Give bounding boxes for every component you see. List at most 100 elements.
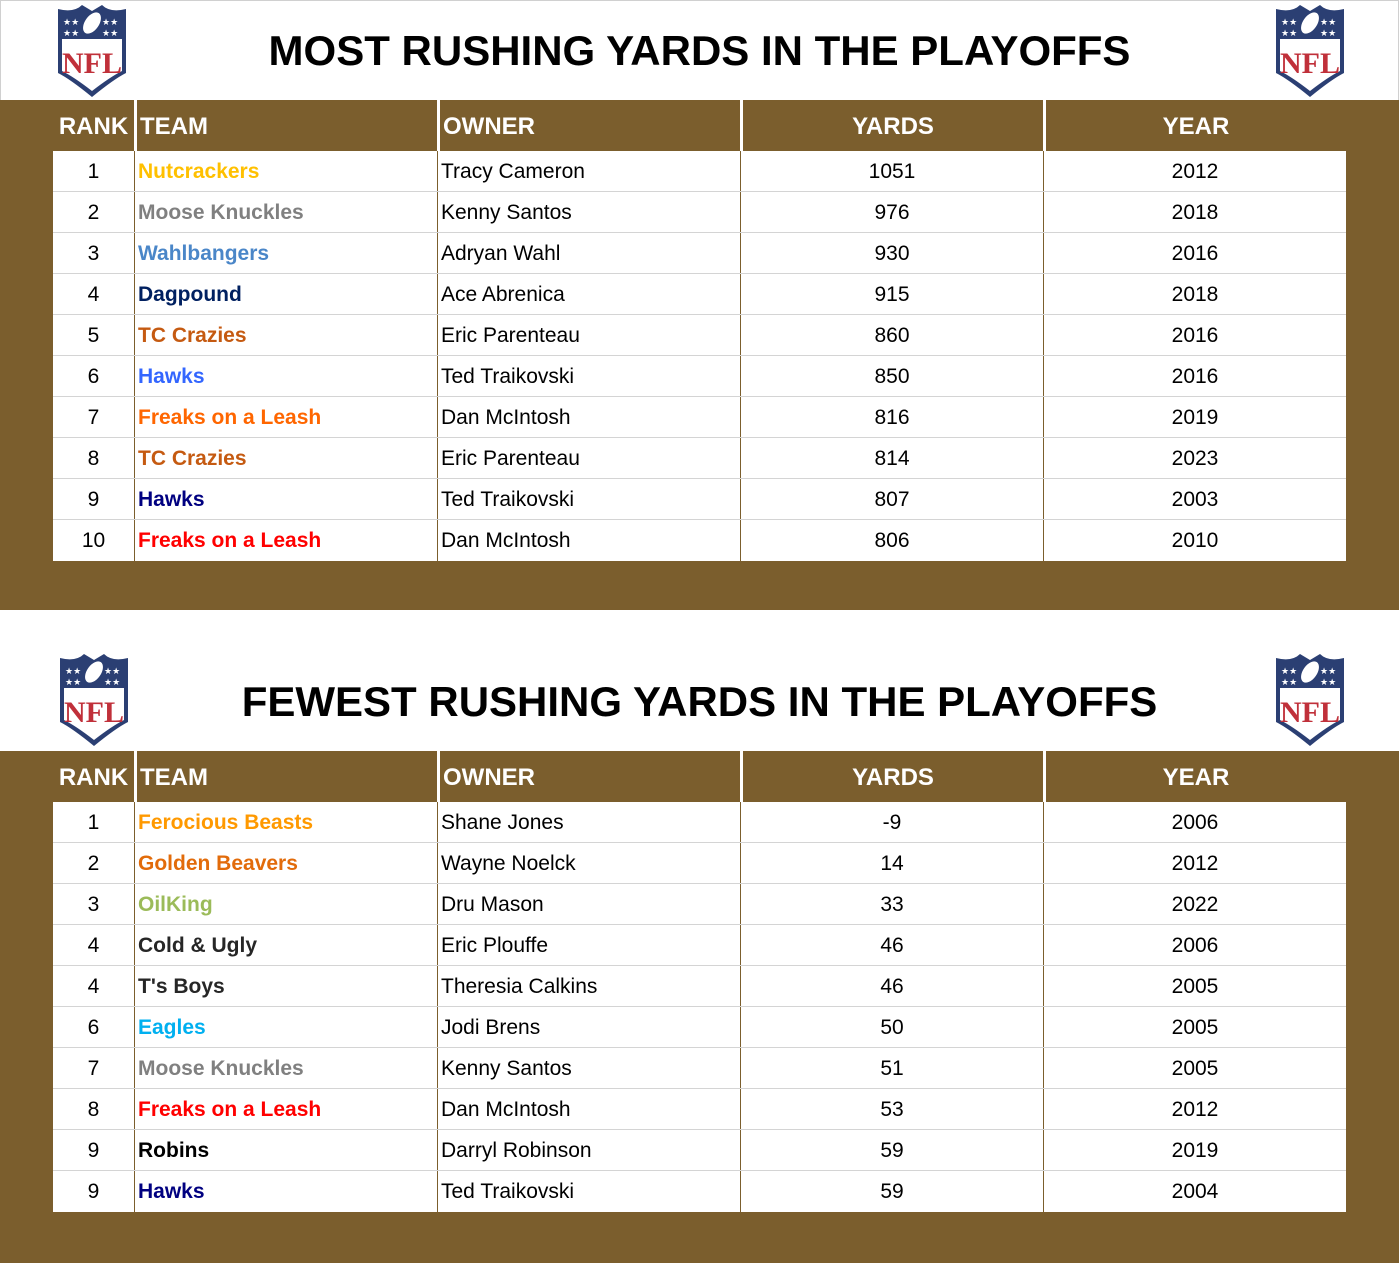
svg-text:★★: ★★	[1281, 678, 1297, 688]
cell-yards: 14	[740, 843, 1043, 883]
header-rank: RANK	[58, 764, 129, 791]
cell-year: 2005	[1043, 1048, 1346, 1088]
cell-owner: Darryl Robinson	[437, 1130, 740, 1170]
svg-text:★★: ★★	[102, 18, 118, 28]
cell-rank: 1	[87, 811, 100, 834]
cell-rank: 9	[87, 1139, 100, 1162]
table-row: 8 TC Crazies Eric Parenteau 814 2023	[53, 438, 1346, 479]
cell-team: Dagpound	[134, 274, 437, 314]
table-row: 1 Ferocious Beasts Shane Jones -9 2006	[53, 802, 1346, 843]
table-row: 4 Cold & Ugly Eric Plouffe 46 2006	[53, 925, 1346, 966]
cell-team: Robins	[134, 1130, 437, 1170]
table-row: 2 Moose Knuckles Kenny Santos 976 2018	[53, 192, 1346, 233]
cell-team: TC Crazies	[134, 438, 437, 478]
cell-owner: Shane Jones	[437, 802, 740, 842]
table-row: 7 Freaks on a Leash Dan McIntosh 816 2019	[53, 397, 1346, 438]
cell-year: 2016	[1043, 315, 1346, 355]
svg-text:★★: ★★	[1281, 18, 1297, 28]
cell-team: Freaks on a Leash	[134, 1089, 437, 1129]
cell-year: 2003	[1043, 479, 1346, 519]
cell-yards: 850	[740, 356, 1043, 396]
cell-owner: Ted Traikovski	[437, 479, 740, 519]
nfl-logo-icon: NFL ★★ ★★ ★★ ★★	[56, 652, 132, 748]
cell-owner: Eric Parenteau	[437, 315, 740, 355]
cell-owner: Ted Traikovski	[437, 1171, 740, 1212]
table-row: 5 TC Crazies Eric Parenteau 860 2016	[53, 315, 1346, 356]
cell-owner: Dan McIntosh	[437, 1089, 740, 1129]
cell-team: Nutcrackers	[134, 151, 437, 191]
cell-yards: 806	[740, 520, 1043, 561]
header-year: YEAR	[1043, 100, 1346, 151]
cell-year: 2012	[1043, 843, 1346, 883]
cell-rank: 7	[87, 1057, 100, 1080]
svg-text:★★: ★★	[63, 29, 79, 39]
cell-yards: 807	[740, 479, 1043, 519]
cell-yards: 59	[740, 1171, 1043, 1212]
cell-rank: 5	[87, 324, 100, 347]
cell-owner: Dru Mason	[437, 884, 740, 924]
table-row: 9 Hawks Ted Traikovski 807 2003	[53, 479, 1346, 520]
cell-rank: 7	[87, 406, 100, 429]
cell-year: 2005	[1043, 966, 1346, 1006]
header-row: RANK TEAM OWNER YARDS YEAR	[0, 751, 1399, 802]
cell-team: Golden Beavers	[134, 843, 437, 883]
table-row: 1 Nutcrackers Tracy Cameron 1051 2012	[53, 151, 1346, 192]
cell-owner: Ace Abrenica	[437, 274, 740, 314]
cell-year: 2016	[1043, 233, 1346, 273]
cell-yards: 46	[740, 925, 1043, 965]
nfl-logo-icon: NFL ★★ ★★ ★★ ★★	[54, 3, 130, 99]
cell-yards: -9	[740, 802, 1043, 842]
svg-text:★★: ★★	[1320, 667, 1336, 677]
table-row: 8 Freaks on a Leash Dan McIntosh 53 2012	[53, 1089, 1346, 1130]
svg-text:★★: ★★	[1320, 678, 1336, 688]
cell-owner: Dan McIntosh	[437, 520, 740, 561]
table-row: 9 Hawks Ted Traikovski 59 2004	[53, 1171, 1346, 1212]
cell-owner: Wayne Noelck	[437, 843, 740, 883]
header-rank: RANK	[58, 113, 129, 140]
cell-rank: 9	[87, 488, 100, 511]
nfl-logo-icon: NFL ★★ ★★ ★★ ★★	[1272, 3, 1348, 99]
table-body: 1 Ferocious Beasts Shane Jones -9 2006 2 Golde…	[53, 802, 1346, 1212]
most-section: NFL ★★ ★★ ★★ ★★ MOST RUSHING YARDS IN THE PL…	[0, 0, 1399, 611]
cell-rank: 4	[87, 975, 100, 998]
cell-year: 2016	[1043, 356, 1346, 396]
cell-yards: 51	[740, 1048, 1043, 1088]
cell-yards: 930	[740, 233, 1043, 273]
table-row: 7 Moose Knuckles Kenny Santos 51 2005	[53, 1048, 1346, 1089]
svg-text:★★: ★★	[102, 29, 118, 39]
cell-team: Hawks	[134, 479, 437, 519]
cell-owner: Adryan Wahl	[437, 233, 740, 273]
cell-year: 2023	[1043, 438, 1346, 478]
cell-year: 2006	[1043, 802, 1346, 842]
cell-owner: Theresia Calkins	[437, 966, 740, 1006]
cell-rank: 6	[87, 365, 100, 388]
cell-year: 2018	[1043, 192, 1346, 232]
cell-yards: 53	[740, 1089, 1043, 1129]
cell-owner: Jodi Brens	[437, 1007, 740, 1047]
header-team: TEAM	[134, 100, 437, 151]
cell-owner: Kenny Santos	[437, 192, 740, 232]
svg-text:NFL: NFL	[1280, 696, 1340, 729]
cell-team: Moose Knuckles	[134, 192, 437, 232]
cell-owner: Eric Parenteau	[437, 438, 740, 478]
cell-team: Moose Knuckles	[134, 1048, 437, 1088]
cell-yards: 976	[740, 192, 1043, 232]
cell-rank: 6	[87, 1016, 100, 1039]
cell-yards: 1051	[740, 151, 1043, 191]
table-row: 9 Robins Darryl Robinson 59 2019	[53, 1130, 1346, 1171]
cell-team: Hawks	[134, 356, 437, 396]
cell-team: Hawks	[134, 1171, 437, 1212]
header-owner: OWNER	[437, 751, 740, 802]
cell-yards: 33	[740, 884, 1043, 924]
cell-yards: 59	[740, 1130, 1043, 1170]
svg-text:★★: ★★	[1320, 18, 1336, 28]
table-row: 4 Dagpound Ace Abrenica 915 2018	[53, 274, 1346, 315]
cell-team: TC Crazies	[134, 315, 437, 355]
cell-year: 2006	[1043, 925, 1346, 965]
cell-rank: 3	[87, 242, 100, 265]
table-row: 3 OilKing Dru Mason 33 2022	[53, 884, 1346, 925]
cell-owner: Tracy Cameron	[437, 151, 740, 191]
table-row: 2 Golden Beavers Wayne Noelck 14 2012	[53, 843, 1346, 884]
cell-year: 2019	[1043, 397, 1346, 437]
cell-yards: 46	[740, 966, 1043, 1006]
